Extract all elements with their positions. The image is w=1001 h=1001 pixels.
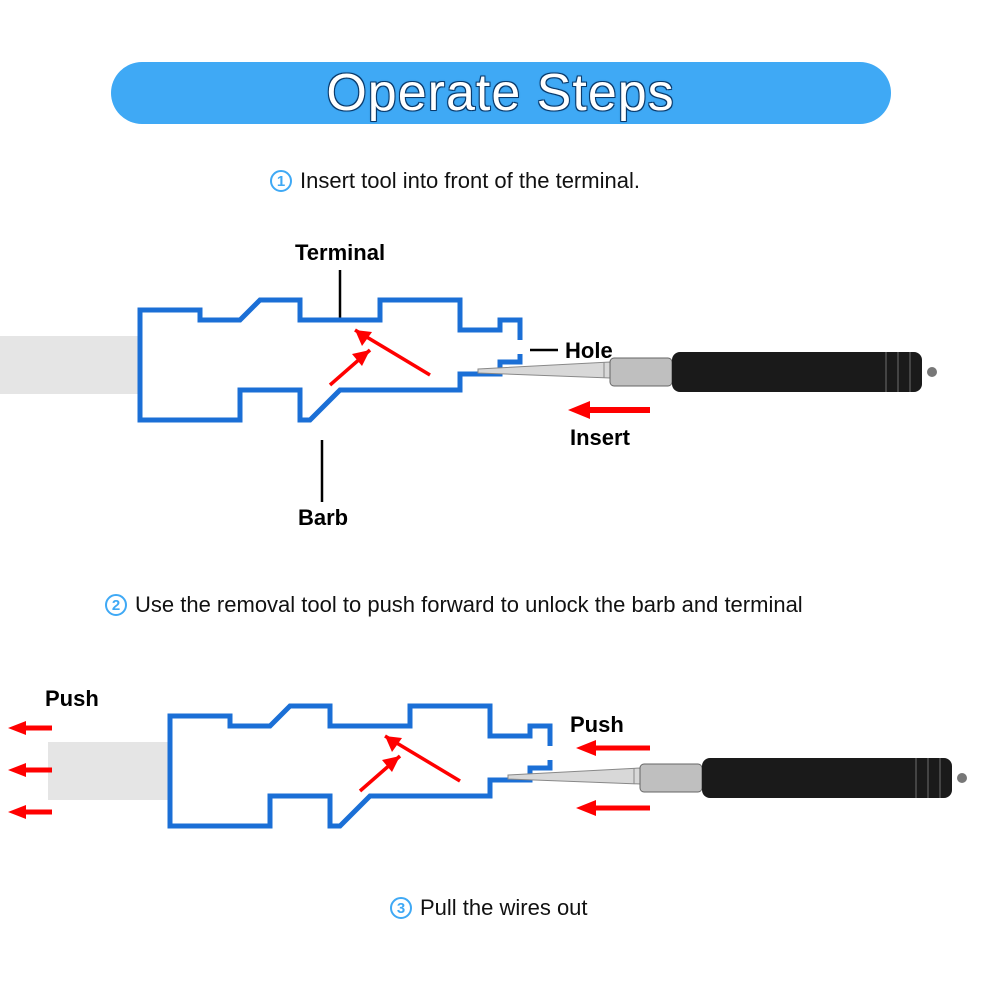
step-3-circle: 3 [390, 897, 412, 919]
label-terminal: Terminal [295, 240, 385, 266]
red-arrows-2 [360, 736, 460, 791]
tool-2 [508, 758, 967, 798]
diagram-1 [0, 270, 1001, 550]
step-1-text: Insert tool into front of the terminal. [300, 168, 640, 194]
diagram-2 [0, 700, 1001, 900]
wire-block-2 [48, 742, 170, 800]
wire-block-1 [0, 336, 140, 394]
step-2-circle: 2 [105, 594, 127, 616]
title-text: Operate Steps [326, 63, 674, 123]
insert-arrow [568, 401, 650, 419]
step-1-circle: 1 [270, 170, 292, 192]
step-1-line: 1 Insert tool into front of the terminal… [270, 168, 640, 194]
step-3-line: 3 Pull the wires out [390, 895, 588, 921]
step-3-text: Pull the wires out [420, 895, 588, 921]
connector-outline-2 [170, 706, 550, 826]
step-2-text: Use the removal tool to push forward to … [135, 592, 803, 618]
red-arrows-1 [330, 330, 430, 385]
title-bar: Operate Steps [111, 62, 891, 124]
tool-1 [478, 352, 937, 392]
connector-outline-1 [140, 300, 520, 420]
push-arrows-left [8, 721, 52, 819]
step-2-line: 2 Use the removal tool to push forward t… [105, 592, 803, 618]
